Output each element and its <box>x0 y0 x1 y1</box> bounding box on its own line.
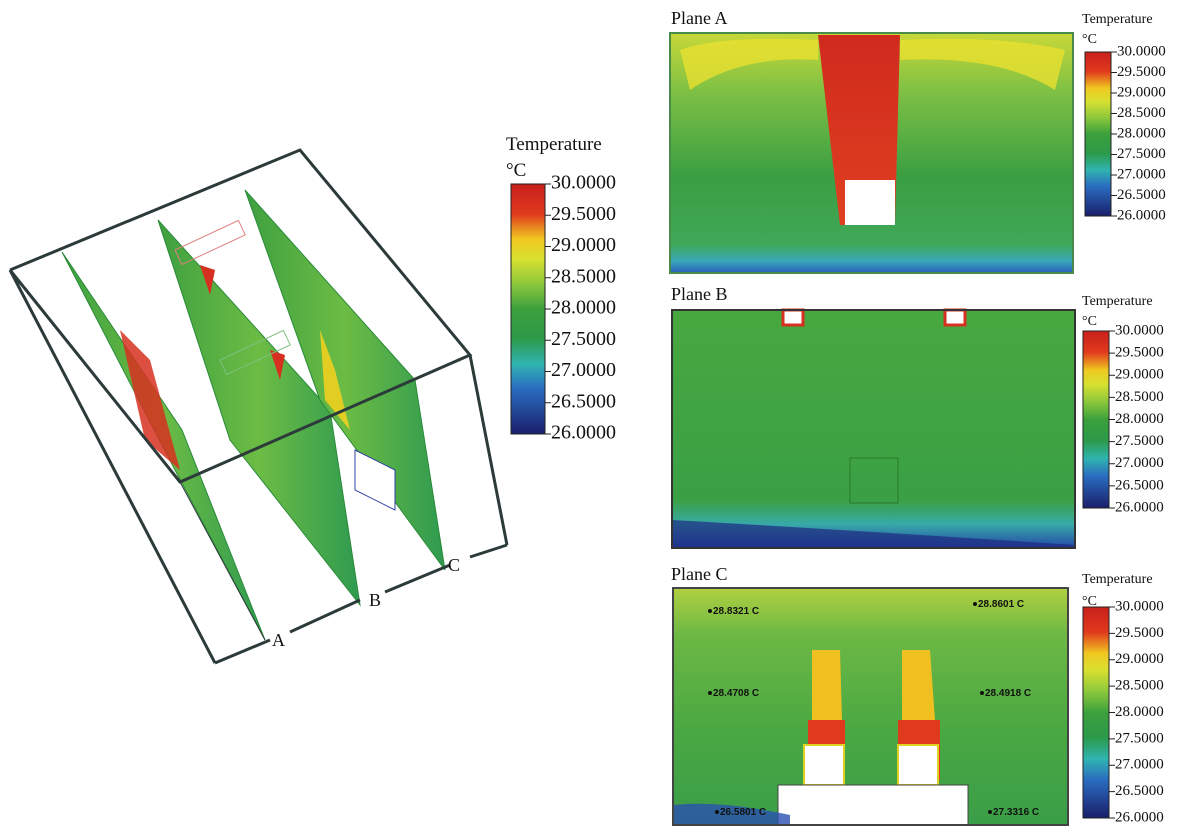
plane-label: B <box>369 590 381 610</box>
probe-label: 28.4918 C <box>985 688 1031 699</box>
colorbar-label: 27.5000 <box>1115 730 1164 746</box>
colorbar-label: 28.5000 <box>1115 389 1164 405</box>
colorbar-label: 28.5000 <box>1117 105 1166 121</box>
colorbar-label: 28.0000 <box>1117 125 1166 141</box>
colorbar-label: 28.0000 <box>551 297 616 319</box>
legend-title: Temperature <box>506 134 602 155</box>
probe-label: 28.8601 C <box>978 599 1024 610</box>
probe-label: 26.5801 C <box>720 807 766 818</box>
panel-title: Plane A <box>671 8 728 28</box>
colorbar-label: 28.0000 <box>1115 411 1164 427</box>
probe-dot <box>988 810 992 814</box>
probe-dot <box>980 691 984 695</box>
probe-label: 28.4708 C <box>713 688 759 699</box>
colorbar-label: 27.5000 <box>1117 146 1166 162</box>
colorbar-label: 27.5000 <box>551 328 616 350</box>
colorbar-label: 26.5000 <box>1115 783 1164 799</box>
plane-c-field <box>673 588 1068 825</box>
colorbar-label: 27.0000 <box>1117 166 1166 182</box>
overview-3d <box>10 150 507 663</box>
colorbar-label: 26.0000 <box>1115 809 1164 825</box>
colorbar <box>1085 52 1111 216</box>
colorbar-label: 30.0000 <box>551 172 616 194</box>
colorbar-label: 27.0000 <box>1115 757 1164 773</box>
colorbar-label: 26.0000 <box>1117 207 1166 223</box>
colorbar-label: 29.5000 <box>1117 64 1166 80</box>
colorbar <box>511 184 545 434</box>
colorbar-label: 29.5000 <box>1115 345 1164 361</box>
plane-label: C <box>448 555 460 575</box>
colorbar-label: 26.0000 <box>551 422 616 444</box>
colorbar-label: 26.5000 <box>1117 187 1166 203</box>
colorbar-label: 28.5000 <box>551 265 616 287</box>
colorbar-label: 26.0000 <box>1115 499 1164 515</box>
plane-a-field <box>670 33 1073 273</box>
legend-title: Temperature <box>1082 572 1153 587</box>
colorbar-label: 26.5000 <box>551 390 616 412</box>
panel-title: Plane B <box>671 284 728 304</box>
probe-dot <box>708 609 712 613</box>
colorbar-label: 30.0000 <box>1115 598 1164 614</box>
panel-title: Plane C <box>671 564 728 584</box>
probe-dot <box>715 810 719 814</box>
colorbar-label: 27.0000 <box>1115 455 1164 471</box>
colorbar <box>1083 607 1109 818</box>
probe-dot <box>708 691 712 695</box>
figure: A B C Plane A Plane B Plane C 28.8321 C 2… <box>0 0 1185 827</box>
colorbar-label: 29.0000 <box>1117 84 1166 100</box>
legend-unit: °C <box>1082 314 1097 329</box>
colorbar-label: 29.5000 <box>1115 625 1164 641</box>
plane-b-field <box>672 310 1075 548</box>
colorbar-label: 30.0000 <box>1117 43 1166 59</box>
colorbar-label: 29.0000 <box>551 234 616 256</box>
colorbar-label: 27.5000 <box>1115 433 1164 449</box>
plane-label: A <box>272 630 285 650</box>
probe-dot <box>973 602 977 606</box>
colorbar-label: 28.5000 <box>1115 678 1164 694</box>
probe-label: 28.8321 C <box>713 606 759 617</box>
colorbar <box>1083 331 1109 508</box>
legend-unit: °C <box>1082 32 1097 47</box>
legend-title: Temperature <box>1082 294 1153 309</box>
colorbar-label: 26.5000 <box>1115 477 1164 493</box>
legend-unit: °C <box>506 160 526 181</box>
colorbar-label: 29.0000 <box>1115 651 1164 667</box>
legend-title: Temperature <box>1082 12 1153 27</box>
colorbar-label: 29.5000 <box>551 203 616 225</box>
colorbar-label: 27.0000 <box>551 359 616 381</box>
colorbar-label: 30.0000 <box>1115 322 1164 338</box>
colorbar-label: 28.0000 <box>1115 704 1164 720</box>
colorbar-label: 29.0000 <box>1115 367 1164 383</box>
probe-label: 27.3316 C <box>993 807 1039 818</box>
